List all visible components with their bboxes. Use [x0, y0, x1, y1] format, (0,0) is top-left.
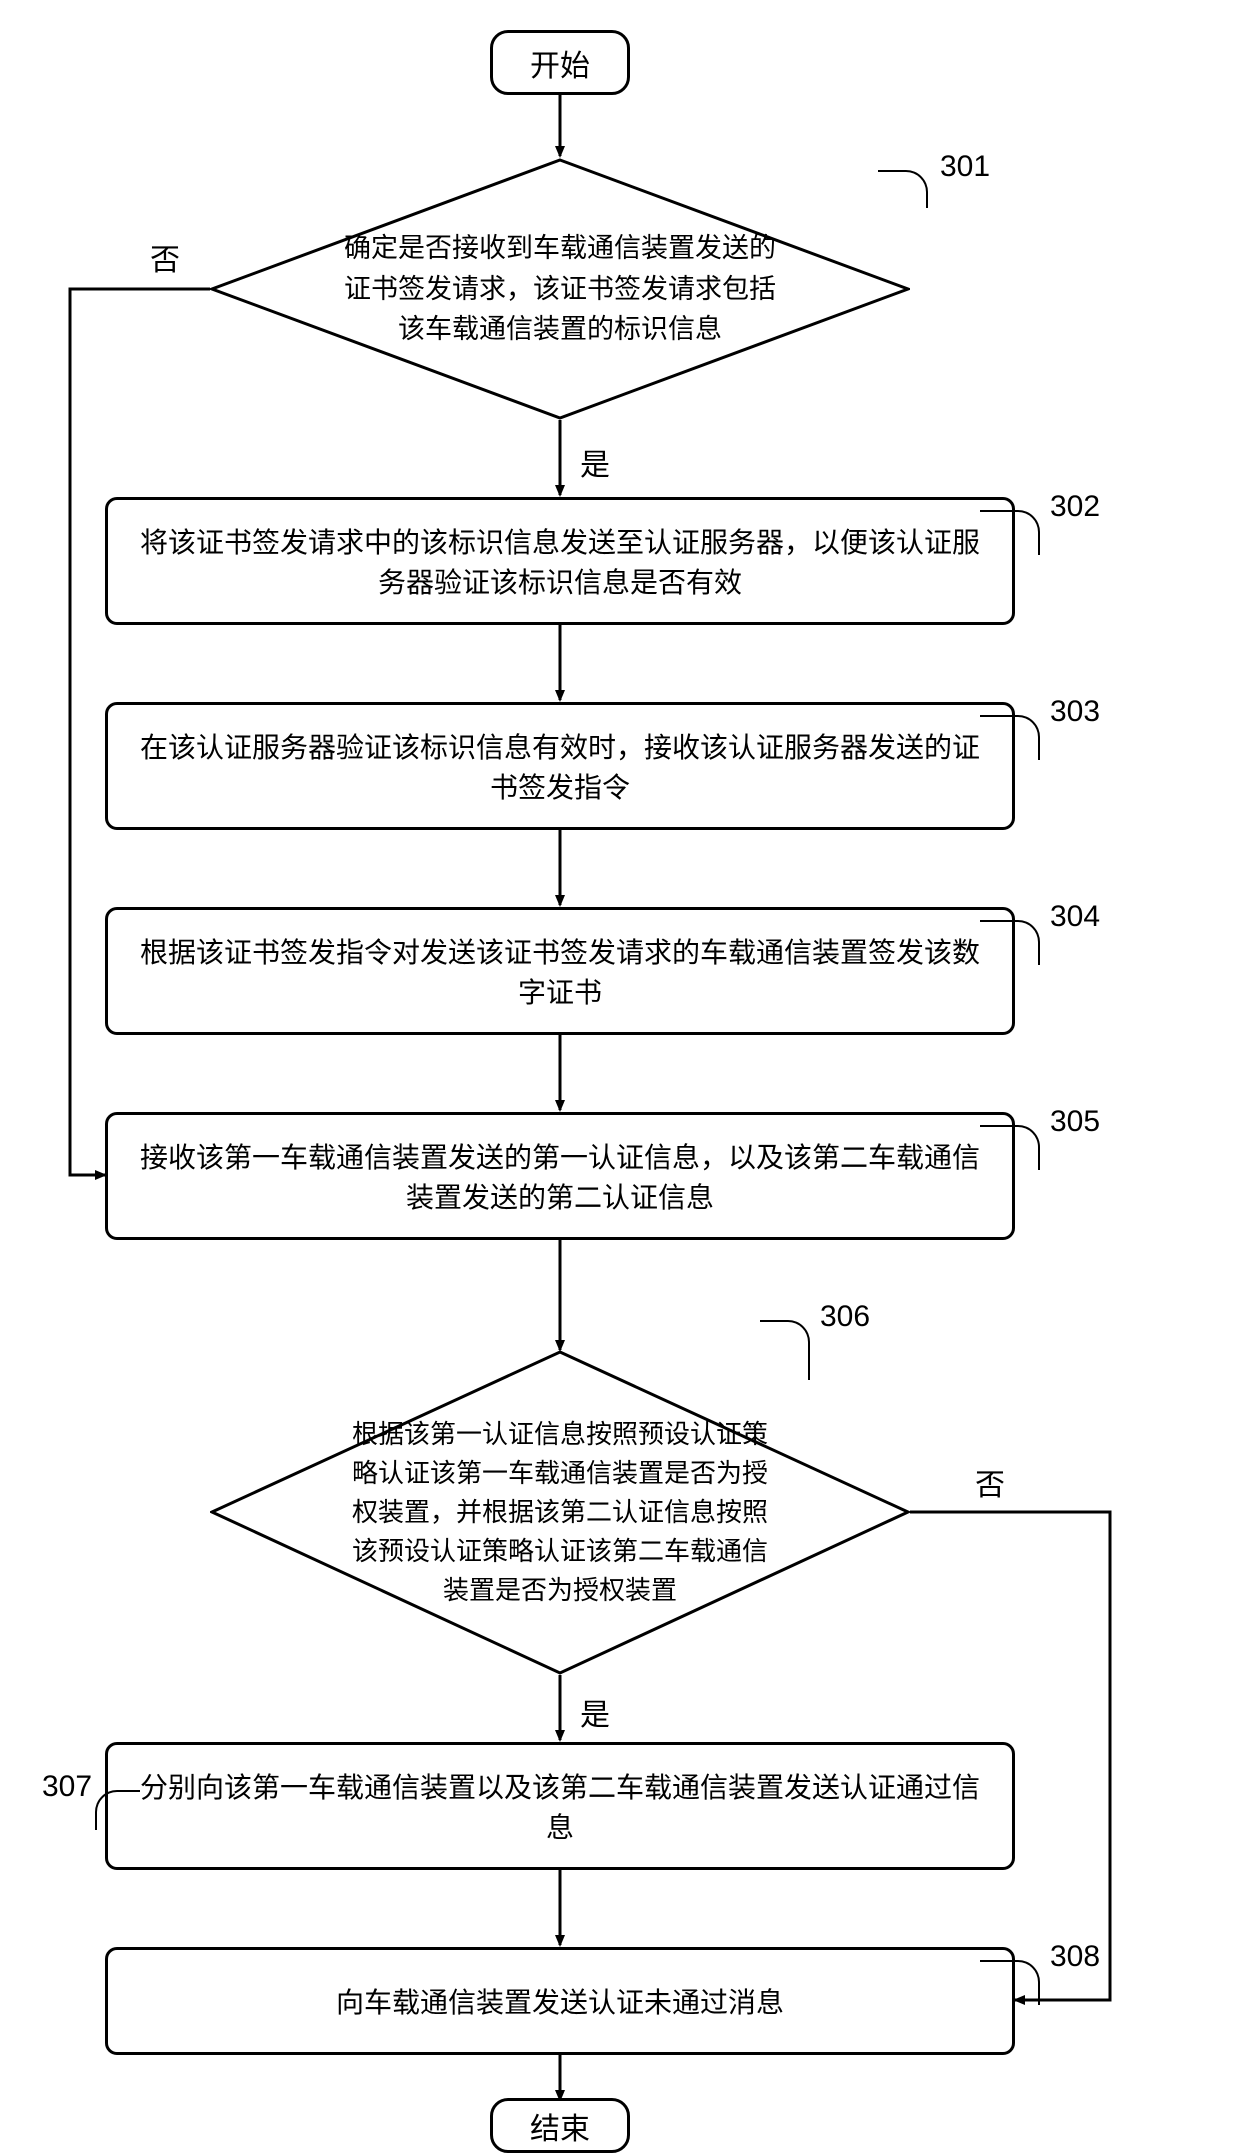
step-302: 302	[1050, 490, 1100, 524]
decision-301: 确定是否接收到车载通信装置发送的证书签发请求，该证书签发请求包括该车载通信装置的…	[210, 158, 910, 420]
step-308: 308	[1050, 1940, 1100, 1974]
decision-301-text: 确定是否接收到车载通信装置发送的证书签发请求，该证书签发请求包括该车载通信装置的…	[340, 228, 780, 350]
process-305-text: 接收该第一车载通信装置发送的第一认证信息，以及该第二车载通信装置发送的第二认证信…	[138, 1136, 982, 1216]
d306-yes-label: 是	[580, 1690, 610, 1734]
leader-305	[980, 1125, 1040, 1170]
process-304: 根据该证书签发指令对发送该证书签发请求的车载通信装置签发该数字证书	[105, 907, 1015, 1035]
leader-302	[980, 510, 1040, 555]
leader-301	[878, 170, 928, 208]
process-304-text: 根据该证书签发指令对发送该证书签发请求的车载通信装置签发该数字证书	[138, 931, 982, 1011]
step-304: 304	[1050, 900, 1100, 934]
process-302: 将该证书签发请求中的该标识信息发送至认证服务器，以便该认证服务器验证该标识信息是…	[105, 497, 1015, 625]
d306-no-label: 否	[975, 1460, 1005, 1504]
leader-308	[980, 1960, 1040, 2005]
step-303: 303	[1050, 695, 1100, 729]
leader-304	[980, 920, 1040, 965]
process-307-text: 分别向该第一车载通信装置以及该第二车载通信装置发送认证通过信息	[138, 1766, 982, 1846]
decision-306: 根据该第一认证信息按照预设认证策略认证该第一车载通信装置是否为授权装置，并根据该…	[210, 1350, 910, 1675]
process-307: 分别向该第一车载通信装置以及该第二车载通信装置发送认证通过信息	[105, 1742, 1015, 1870]
decision-306-text: 根据该第一认证信息按照预设认证策略认证该第一车载通信装置是否为授权装置，并根据该…	[340, 1415, 780, 1610]
process-308: 向车载通信装置发送认证未通过消息	[105, 1947, 1015, 2055]
step-307: 307	[42, 1770, 92, 1804]
leader-307	[95, 1790, 140, 1830]
end-label: 结束	[530, 2104, 590, 2148]
leader-303	[980, 715, 1040, 760]
process-302-text: 将该证书签发请求中的该标识信息发送至认证服务器，以便该认证服务器验证该标识信息是…	[138, 521, 982, 601]
d301-yes-label: 是	[580, 440, 610, 484]
process-305: 接收该第一车载通信装置发送的第一认证信息，以及该第二车载通信装置发送的第二认证信…	[105, 1112, 1015, 1240]
step-306: 306	[820, 1300, 870, 1334]
process-308-text: 向车载通信装置发送认证未通过消息	[336, 1981, 784, 2021]
leader-306	[760, 1320, 810, 1380]
step-301: 301	[940, 150, 990, 184]
process-303: 在该认证服务器验证该标识信息有效时，接收该认证服务器发送的证书签发指令	[105, 702, 1015, 830]
step-305: 305	[1050, 1105, 1100, 1139]
start-label: 开始	[530, 41, 590, 85]
process-303-text: 在该认证服务器验证该标识信息有效时，接收该认证服务器发送的证书签发指令	[138, 726, 982, 806]
start-terminal: 开始	[490, 30, 630, 95]
end-terminal: 结束	[490, 2098, 630, 2153]
d301-no-label: 否	[150, 235, 180, 279]
